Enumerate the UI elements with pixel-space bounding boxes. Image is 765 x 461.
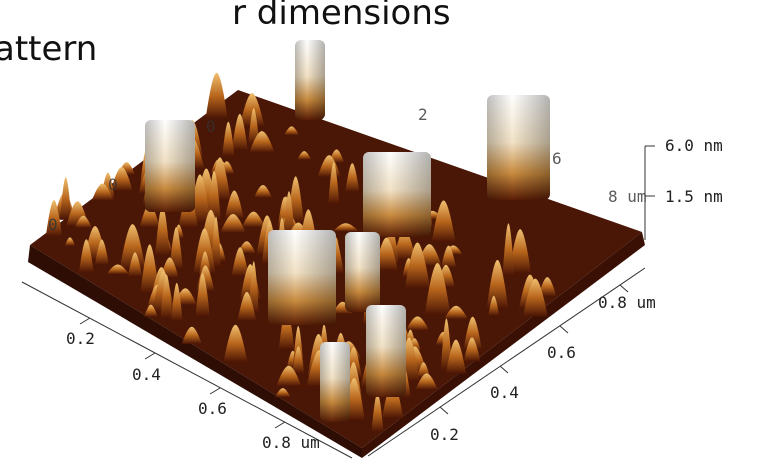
screenshot: r dimensions attern 6.0 nm 1.5 nm 0.2 0.…: [0, 0, 765, 461]
pillar-shade: [268, 230, 336, 325]
pillar-shade: [363, 152, 431, 237]
back-label: 6: [552, 149, 562, 168]
pillar-shade: [145, 120, 195, 212]
left-axis-label: 0.6: [198, 399, 227, 418]
right-axis-label: 0.8 um: [598, 293, 656, 312]
surface-peak: [206, 73, 228, 119]
back-label: 0: [206, 117, 216, 136]
afm-image: r dimensions attern 6.0 nm 1.5 nm 0.2 0.…: [0, 0, 765, 461]
pillar-shade: [366, 305, 406, 397]
left-axis-label: 0.8 um: [262, 433, 320, 452]
z-label: 6.0 nm: [665, 136, 723, 155]
pillar-shade: [320, 342, 350, 422]
back-label: 0: [108, 175, 118, 194]
right-axis-label: 0.6: [547, 343, 576, 362]
left-axis-label: 0.4: [132, 365, 161, 384]
heading-line: r dimensions: [232, 0, 451, 33]
pillar-shade: [487, 95, 550, 200]
back-label: 0: [48, 215, 58, 234]
right-axis-label: 0.4: [490, 383, 519, 402]
heading-line: attern: [0, 29, 97, 69]
pillar-shade: [295, 40, 325, 120]
back-label: 8 um: [608, 187, 647, 206]
z-label: 1.5 nm: [665, 187, 723, 206]
back-label: 2: [418, 105, 428, 124]
left-axis-label: 0.2: [66, 329, 95, 348]
pillar-shade: [345, 232, 380, 312]
right-axis-label: 0.2: [430, 425, 459, 444]
